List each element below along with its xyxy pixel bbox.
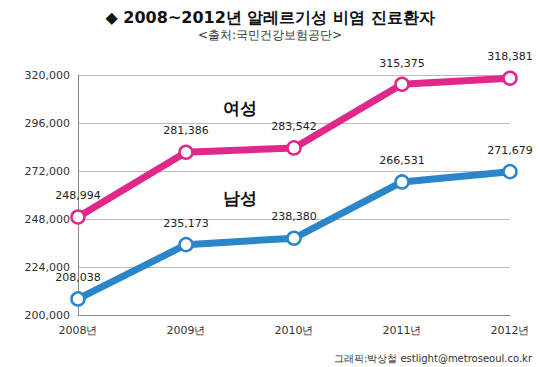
svg-text:281,386: 281,386 xyxy=(163,124,209,137)
svg-text:235,173: 235,173 xyxy=(163,217,209,230)
svg-text:208,038: 208,038 xyxy=(55,271,101,284)
svg-text:2012년: 2012년 xyxy=(491,324,530,337)
svg-text:296,000: 296,000 xyxy=(25,117,71,130)
svg-text:318,381: 318,381 xyxy=(487,50,533,63)
svg-text:여성: 여성 xyxy=(223,98,257,118)
svg-text:200,000: 200,000 xyxy=(25,309,71,322)
svg-text:◆ 2008~2012년 알레르기성 비염 진료환자: ◆ 2008~2012년 알레르기성 비염 진료환자 xyxy=(105,8,434,27)
svg-text:2010년: 2010년 xyxy=(275,324,314,337)
svg-text:2011년: 2011년 xyxy=(383,324,422,337)
svg-text:2008년: 2008년 xyxy=(59,324,98,337)
svg-text:2009년: 2009년 xyxy=(167,324,206,337)
svg-text:238,380: 238,380 xyxy=(271,210,317,223)
svg-text:315,375: 315,375 xyxy=(379,57,425,70)
svg-text:248,994: 248,994 xyxy=(55,189,101,202)
svg-text:320,000: 320,000 xyxy=(25,69,71,82)
svg-text:남성: 남성 xyxy=(223,188,257,208)
svg-text:272,000: 272,000 xyxy=(25,165,71,178)
svg-text:271,679: 271,679 xyxy=(487,144,533,157)
svg-text:283,542: 283,542 xyxy=(271,120,317,133)
svg-text:224,000: 224,000 xyxy=(24,260,70,274)
svg-text:266,531: 266,531 xyxy=(379,154,425,167)
svg-text:248,000: 248,000 xyxy=(25,213,71,226)
svg-text:그래픽:박상철 estlight@metroseoul.co: 그래픽:박상철 estlight@metroseoul.co.kr xyxy=(334,353,533,364)
svg-text:<출처:국민건강보험공단>: <출처:국민건강보험공단> xyxy=(198,28,342,42)
